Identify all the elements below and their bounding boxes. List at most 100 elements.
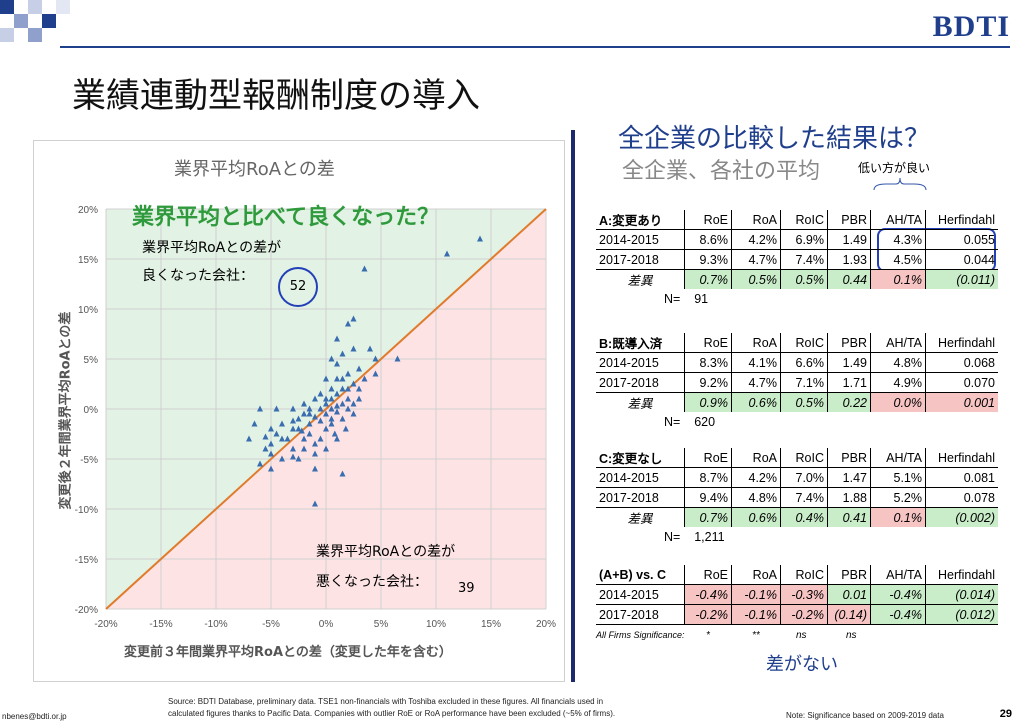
data-point bbox=[345, 370, 351, 377]
data-point bbox=[323, 445, 329, 452]
data-point bbox=[334, 435, 340, 442]
y-axis-label: 変更後２年間業界平均RoAとの差 bbox=[58, 311, 74, 510]
table-cell: 7.4% bbox=[780, 487, 828, 508]
table-cell: 4.7% bbox=[731, 372, 781, 393]
diff-cell: 0.1% bbox=[870, 269, 926, 289]
table-cell: 5.2% bbox=[870, 487, 926, 508]
data-point bbox=[345, 395, 351, 402]
table-cell: 9.3% bbox=[684, 249, 732, 270]
diff-label: 差異 bbox=[627, 274, 653, 288]
data-point bbox=[334, 335, 340, 342]
data-point bbox=[317, 405, 324, 412]
row-label: 2017-2018 bbox=[596, 372, 685, 393]
results-table: B:既導入済 RoE RoA RoIC PBR AH/TA Herfindahl 2014-2… bbox=[596, 333, 998, 412]
y-tick-label: -10% bbox=[75, 505, 98, 516]
significance-label: All Firms Significance: bbox=[596, 630, 685, 640]
diff-cell: (0.011) bbox=[925, 269, 998, 289]
data-point bbox=[301, 445, 307, 452]
table-cell: 4.9% bbox=[870, 372, 926, 393]
x-tick-label: 0% bbox=[319, 619, 334, 630]
table-cell: -0.3% bbox=[780, 584, 828, 605]
deco-square bbox=[28, 0, 42, 14]
row-label: 2014-2015 bbox=[596, 229, 685, 250]
table-cell: 8.7% bbox=[684, 467, 732, 488]
data-point bbox=[350, 410, 357, 417]
diff-cell: 0.6% bbox=[731, 392, 781, 412]
table-cell: 1.49 bbox=[827, 229, 871, 250]
table-cell: 6.6% bbox=[780, 352, 828, 373]
column-header: AH/TA bbox=[870, 210, 926, 230]
y-tick-label: 0% bbox=[84, 405, 99, 416]
row-label: 2014-2015 bbox=[596, 467, 685, 488]
data-point bbox=[290, 453, 296, 460]
x-tick-label: -10% bbox=[204, 619, 227, 630]
table-cell: -0.4% bbox=[870, 584, 926, 605]
page-number: 29 bbox=[999, 708, 1012, 720]
column-header: AH/TA bbox=[870, 565, 926, 585]
diff-cell: 0.41 bbox=[827, 507, 871, 527]
data-point bbox=[339, 350, 346, 357]
diff-cell: 0.001 bbox=[925, 392, 998, 412]
data-point bbox=[328, 355, 335, 362]
data-point bbox=[345, 320, 351, 327]
diff-label: 差異 bbox=[627, 512, 653, 526]
table-cell: 0.078 bbox=[925, 487, 998, 508]
data-point bbox=[257, 405, 263, 412]
data-point bbox=[268, 425, 274, 432]
data-point bbox=[268, 440, 274, 447]
data-point bbox=[334, 375, 340, 382]
column-header: RoA bbox=[731, 333, 781, 353]
row-label: 2014-2015 bbox=[596, 584, 685, 605]
sample-size-value: 91 bbox=[694, 292, 709, 306]
reference-line bbox=[105, 208, 547, 610]
table-cell: (0.014) bbox=[925, 584, 998, 605]
data-point bbox=[295, 455, 302, 462]
data-point bbox=[273, 430, 280, 437]
data-point bbox=[312, 465, 318, 472]
x-tick-label: 15% bbox=[481, 619, 501, 630]
table-cell: 0.01 bbox=[827, 584, 871, 605]
diff-cell: 0.22 bbox=[827, 392, 871, 412]
data-point bbox=[394, 355, 401, 362]
results-heading: 全企業の比較した結果は？ bbox=[618, 124, 931, 154]
column-header: RoA bbox=[731, 448, 781, 468]
data-point bbox=[331, 430, 338, 437]
table-cell: 7.0% bbox=[780, 467, 828, 488]
x-tick-label: 20% bbox=[536, 619, 556, 630]
data-point bbox=[312, 395, 318, 402]
data-point bbox=[301, 435, 307, 442]
scatter-chart-panel: -20% -15% -10% -5% 0% 5% 10% 15% 20% 20% 15% 10% 5% 0… bbox=[33, 140, 565, 682]
data-point bbox=[312, 440, 318, 447]
deco-square bbox=[14, 14, 28, 28]
footer-email: nbenes@bdti.or.jp bbox=[2, 712, 67, 721]
diff-cell: 0.44 bbox=[827, 269, 871, 289]
data-point bbox=[306, 410, 313, 417]
data-point bbox=[345, 405, 351, 412]
data-point bbox=[301, 410, 307, 417]
section-name: (A+B) vs. C bbox=[596, 565, 685, 585]
table-cell: -0.2% bbox=[684, 604, 732, 625]
section-name: C:変更なし bbox=[596, 448, 685, 468]
data-point bbox=[306, 420, 313, 427]
data-point bbox=[328, 420, 335, 427]
no-difference-label: 差がない bbox=[766, 654, 838, 675]
y-tick-label: 20% bbox=[78, 205, 98, 216]
column-header: PBR bbox=[827, 565, 871, 585]
worse-count: 39 bbox=[458, 581, 475, 596]
table-cell: 0.081 bbox=[925, 467, 998, 488]
table-cell: 8.3% bbox=[684, 352, 732, 373]
sample-size-value: 1,211 bbox=[694, 530, 725, 544]
y-tick-label: -5% bbox=[80, 455, 98, 466]
table-cell: 4.3% bbox=[870, 229, 926, 250]
table-cell: 0.044 bbox=[925, 249, 998, 270]
table-cell: (0.012) bbox=[925, 604, 998, 625]
data-point bbox=[339, 375, 346, 382]
section-name: A:変更あり bbox=[596, 210, 685, 230]
column-header: PBR bbox=[827, 333, 871, 353]
data-point bbox=[342, 425, 349, 432]
data-point bbox=[262, 445, 269, 452]
data-point bbox=[356, 365, 362, 372]
sample-size-label: N= bbox=[664, 292, 681, 306]
data-point bbox=[323, 410, 329, 417]
column-header: RoIC bbox=[780, 565, 828, 585]
